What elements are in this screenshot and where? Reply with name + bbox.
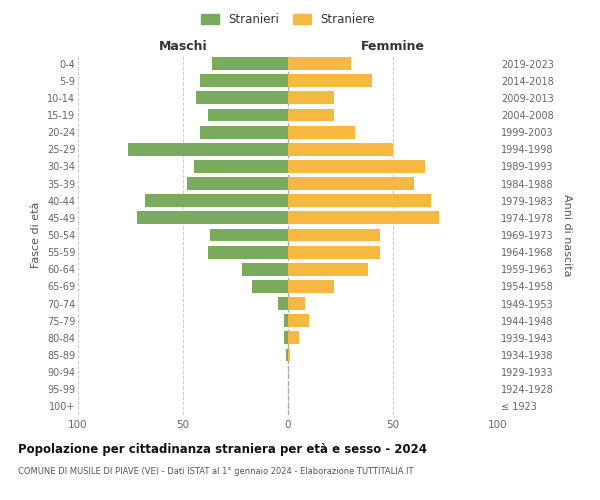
Bar: [288, 314, 309, 327]
Bar: [288, 143, 393, 156]
Bar: [145, 194, 288, 207]
Bar: [284, 332, 288, 344]
Bar: [210, 228, 288, 241]
Bar: [277, 297, 288, 310]
Bar: [286, 348, 288, 362]
Bar: [288, 74, 372, 87]
Bar: [212, 57, 288, 70]
Bar: [128, 143, 288, 156]
Bar: [187, 177, 288, 190]
Bar: [288, 280, 334, 293]
Bar: [208, 108, 288, 122]
Bar: [288, 246, 380, 258]
Bar: [288, 332, 299, 344]
Text: Popolazione per cittadinanza straniera per età e sesso - 2024: Popolazione per cittadinanza straniera p…: [18, 442, 427, 456]
Text: COMUNE DI MUSILE DI PIAVE (VE) - Dati ISTAT al 1° gennaio 2024 - Elaborazione TU: COMUNE DI MUSILE DI PIAVE (VE) - Dati IS…: [18, 468, 413, 476]
Bar: [193, 160, 288, 173]
Bar: [200, 74, 288, 87]
Bar: [200, 126, 288, 138]
Bar: [288, 57, 351, 70]
Bar: [288, 160, 425, 173]
Bar: [288, 194, 431, 207]
Bar: [288, 177, 414, 190]
Bar: [252, 280, 288, 293]
Y-axis label: Fasce di età: Fasce di età: [31, 202, 41, 268]
Bar: [196, 92, 288, 104]
Bar: [288, 228, 380, 241]
Bar: [284, 314, 288, 327]
Bar: [288, 92, 334, 104]
Bar: [288, 297, 305, 310]
Text: Maschi: Maschi: [158, 40, 208, 52]
Legend: Stranieri, Straniere: Stranieri, Straniere: [196, 8, 380, 31]
Bar: [288, 126, 355, 138]
Y-axis label: Anni di nascita: Anni di nascita: [562, 194, 572, 276]
Bar: [288, 212, 439, 224]
Bar: [208, 246, 288, 258]
Bar: [288, 348, 290, 362]
Bar: [242, 263, 288, 276]
Bar: [288, 108, 334, 122]
Bar: [137, 212, 288, 224]
Bar: [288, 263, 368, 276]
Text: Femmine: Femmine: [361, 40, 425, 52]
